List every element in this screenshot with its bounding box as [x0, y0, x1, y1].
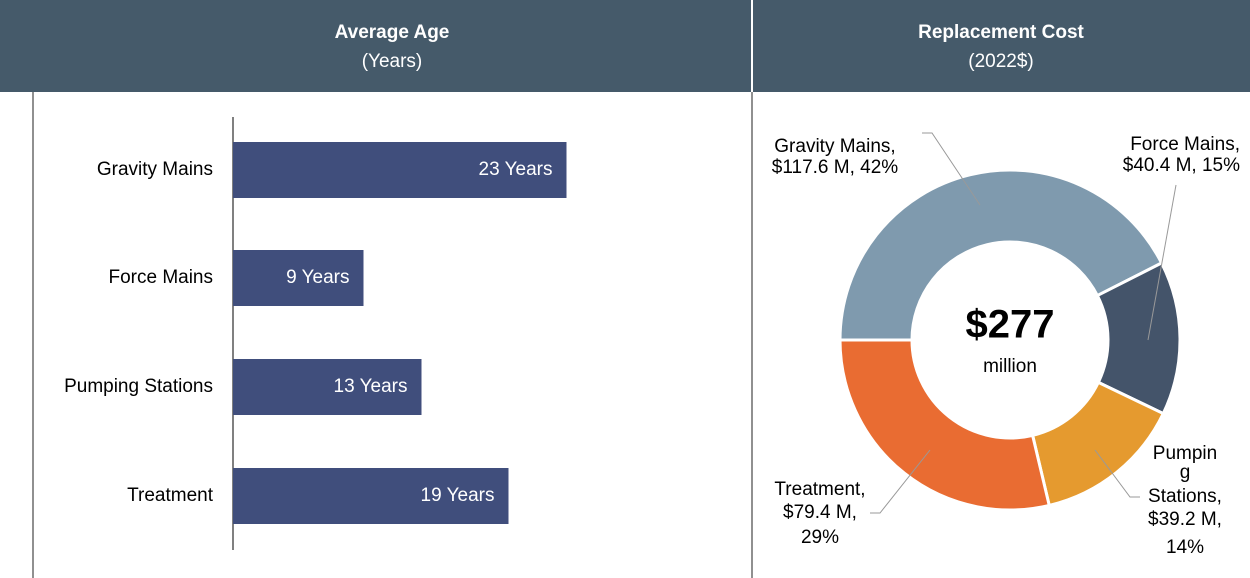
- slice-label: $79.4 M,: [783, 502, 857, 523]
- leader-line: [870, 449, 931, 514]
- category-label: Force Mains: [108, 267, 213, 288]
- category-label: Treatment: [127, 485, 214, 506]
- slice-label: 29%: [801, 527, 839, 548]
- center-label: $277: [966, 303, 1055, 347]
- right-title: Replacement Cost: [918, 22, 1084, 43]
- slice-label: Pumpin: [1153, 443, 1217, 464]
- slice-label: $40.4 M, 15%: [1123, 155, 1240, 176]
- right-subtitle: (2022$): [968, 51, 1034, 72]
- bar-value-label: 23 Years: [479, 159, 553, 180]
- slice-label: $117.6 M, 42%: [772, 157, 899, 178]
- center-sublabel: million: [983, 356, 1037, 377]
- leader-line: [922, 132, 981, 206]
- slice-label: g: [1180, 462, 1191, 483]
- leader-line: [1147, 184, 1177, 341]
- left-title: Average Age: [335, 22, 450, 43]
- donut-slice: [838, 168, 1164, 342]
- slice-label: Gravity Mains,: [774, 136, 895, 157]
- bar-value-label: 13 Years: [334, 376, 408, 397]
- slice-label: Force Mains,: [1130, 134, 1240, 155]
- slice-label: Stations,: [1148, 486, 1222, 507]
- leader-line: [1094, 449, 1140, 498]
- bar: [233, 250, 364, 306]
- bar-value-label: 9 Years: [286, 267, 349, 288]
- bar: [233, 359, 422, 415]
- bar: [233, 468, 509, 524]
- slice-label: 14%: [1166, 537, 1204, 558]
- donut-slice: [838, 338, 1052, 512]
- bar: [233, 142, 567, 198]
- slice-label: $39.2 M,: [1148, 509, 1222, 530]
- bar-value-label: 19 Years: [421, 485, 495, 506]
- left-subtitle: (Years): [362, 51, 423, 72]
- category-label: Gravity Mains: [97, 159, 213, 180]
- slice-label: Treatment,: [774, 479, 865, 500]
- header-band: [0, 0, 1250, 92]
- category-label: Pumping Stations: [64, 376, 213, 397]
